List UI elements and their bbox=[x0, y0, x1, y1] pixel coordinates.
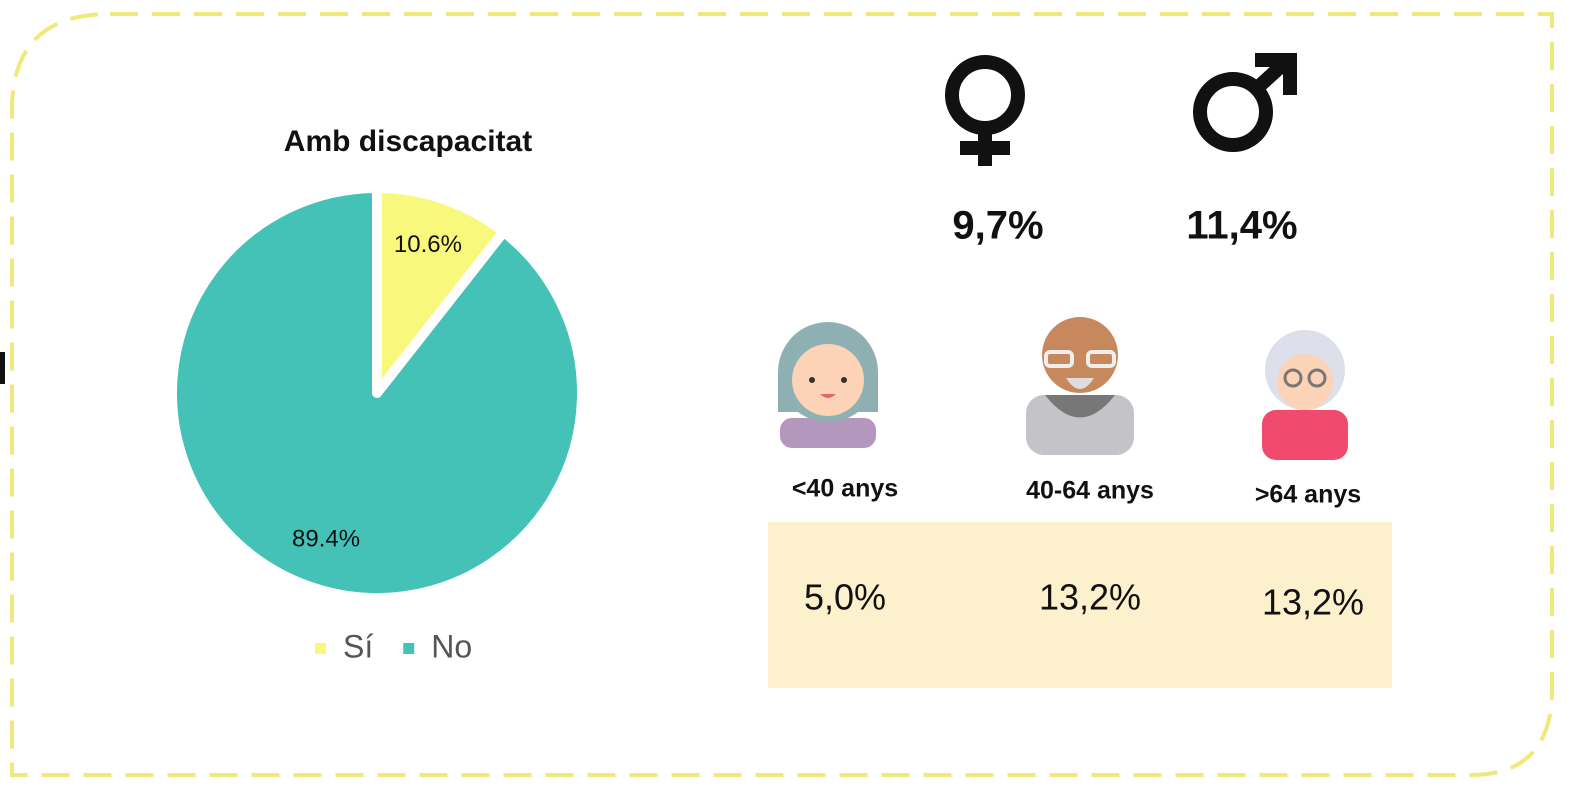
female-value: 9,7% bbox=[952, 204, 1043, 248]
avatar-young bbox=[778, 322, 878, 448]
age-label: >64 anys bbox=[1255, 481, 1361, 509]
age-label: <40 anys bbox=[792, 475, 898, 503]
age-value: 13,2% bbox=[1039, 577, 1141, 618]
pie: 10.6% 89.4% bbox=[172, 188, 582, 598]
chart-title: Amb discapacitat bbox=[284, 125, 532, 158]
male-value: 11,4% bbox=[1186, 204, 1297, 248]
avatar-old bbox=[1262, 330, 1348, 460]
legend: Sí No bbox=[315, 628, 472, 664]
slice-label: 89.4% bbox=[292, 526, 360, 553]
age-value: 13,2% bbox=[1262, 582, 1364, 623]
slice-label: 10.6% bbox=[394, 231, 462, 258]
legend-swatch bbox=[403, 643, 414, 654]
male-icon bbox=[1200, 60, 1290, 145]
legend-label: No bbox=[431, 628, 472, 664]
female-icon bbox=[952, 62, 1018, 166]
infographic: Amb discapacitat 10.6% 89.4% Sí No 9,7% 11… bbox=[0, 0, 1587, 799]
legend-swatch bbox=[315, 643, 326, 654]
legend-label: Sí bbox=[343, 628, 373, 664]
pie-slice bbox=[172, 188, 582, 598]
avatar-middle bbox=[1026, 317, 1134, 455]
age-label: 40-64 anys bbox=[1026, 477, 1154, 505]
age-value: 5,0% bbox=[804, 577, 886, 618]
edge-mark bbox=[0, 352, 5, 384]
